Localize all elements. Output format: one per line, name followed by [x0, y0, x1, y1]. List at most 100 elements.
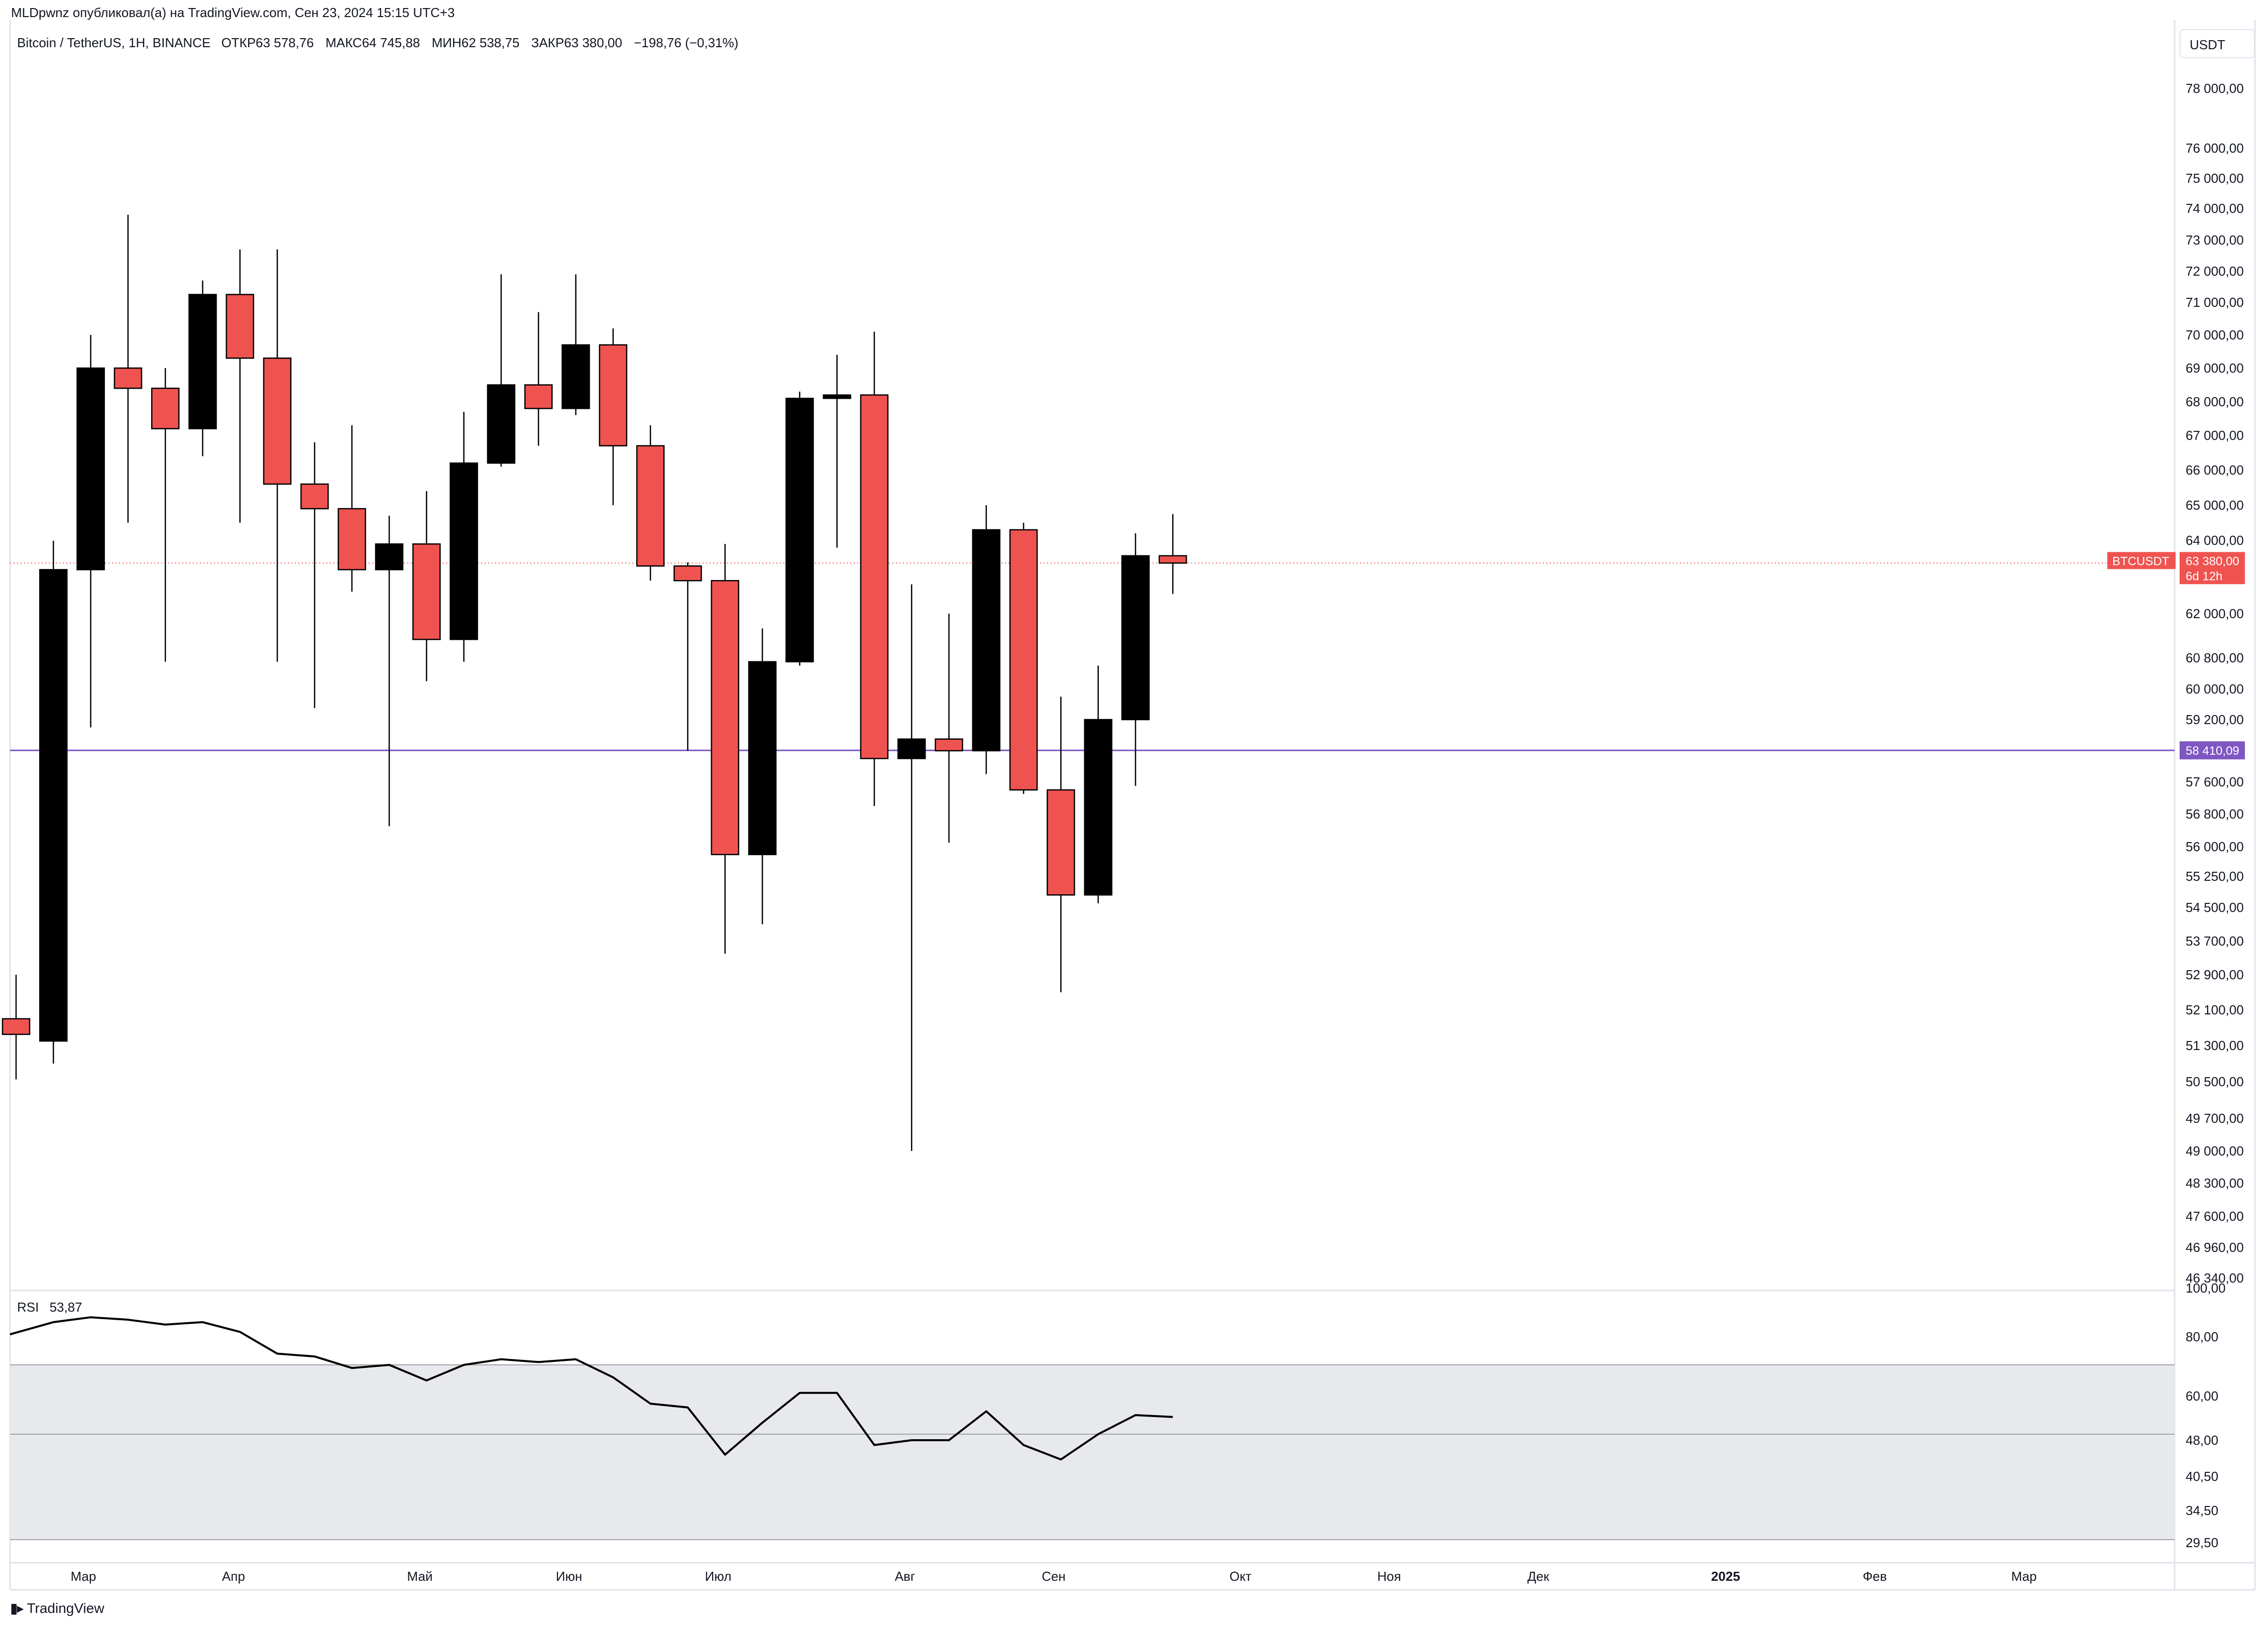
- candles-series[interactable]: [2, 214, 1187, 1151]
- candle: [412, 491, 441, 681]
- rsi-tick-label: 60,00: [2186, 1388, 2218, 1404]
- price-tick-label: 62 000,00: [2186, 606, 2244, 621]
- high-label: МАКС: [325, 35, 362, 50]
- price-tick-label: 47 600,00: [2186, 1209, 2244, 1224]
- price-tick-label: 67 000,00: [2186, 428, 2244, 443]
- low-label: МИН: [431, 35, 462, 50]
- candle-body-down: [524, 384, 553, 409]
- candle-body-down: [1047, 789, 1075, 896]
- candle: [263, 249, 292, 662]
- price-tick-label: 60 000,00: [2186, 681, 2244, 697]
- price-tick-label: 59 200,00: [2186, 712, 2244, 727]
- price-tick-label: 54 500,00: [2186, 900, 2244, 915]
- candle: [673, 562, 702, 751]
- candle-body-up: [1084, 719, 1112, 896]
- price-tick-label: 74 000,00: [2186, 201, 2244, 216]
- candle-body-up: [1121, 555, 1150, 721]
- ticker-tag-label: BTCUSDT: [2112, 554, 2170, 568]
- price-tick-label: 76 000,00: [2186, 141, 2244, 156]
- last-price-tag-bg: [2180, 552, 2245, 585]
- candle-body-up: [561, 344, 590, 409]
- rsi-pane[interactable]: 100,00 80,00 60,00 48,00 40,50 34,50 29,50: [10, 1281, 2226, 1550]
- price-tick-label: 73 000,00: [2186, 233, 2244, 248]
- open-label: ОТКР: [221, 35, 256, 50]
- candle-body-up: [487, 384, 516, 464]
- change-value: −198,76 (−0,31%): [634, 35, 739, 50]
- level-tag-value: 58 410,09: [2186, 744, 2239, 758]
- price-tick-label: 52 100,00: [2186, 1002, 2244, 1017]
- candle: [1009, 523, 1038, 794]
- rsi-line: [10, 1316, 1173, 1461]
- time-tick-label: 2025: [1711, 1569, 1740, 1584]
- currency-button[interactable]: USDT: [2180, 29, 2255, 58]
- candle: [225, 249, 255, 523]
- candle: [375, 516, 404, 827]
- time-tick-label: Авг: [895, 1569, 916, 1584]
- close-value-group: ЗАКР63 380,00: [531, 35, 622, 50]
- candle-body-down: [412, 543, 441, 640]
- candle-body-up: [823, 394, 851, 399]
- rsi-tick-label: 40,50: [2186, 1469, 2218, 1484]
- price-tick-label: 49 000,00: [2186, 1143, 2244, 1158]
- symbol-name[interactable]: Bitcoin / TetherUS, 1Н, BINANCE: [17, 35, 211, 50]
- candle: [114, 214, 143, 523]
- high-value: 64 745,88: [362, 35, 420, 50]
- candle-body-down: [114, 367, 143, 389]
- price-axis[interactable]: 78 000,00 76 000,00 75 000,00 74 000,00 73 0…: [2186, 81, 2244, 1286]
- candle-body-down: [599, 344, 628, 446]
- close-value: 63 380,00: [564, 35, 622, 50]
- time-tick-label: Дек: [1527, 1569, 1549, 1584]
- candle: [748, 628, 777, 924]
- candle-body-down: [2, 1018, 31, 1035]
- rsi-legend[interactable]: RSI 53,87: [17, 1300, 89, 1315]
- candle: [561, 274, 590, 415]
- candle: [935, 614, 963, 843]
- time-tick-label: Июн: [556, 1569, 583, 1584]
- candle: [972, 505, 1001, 774]
- candle: [2, 975, 31, 1080]
- price-tick-label: 71 000,00: [2186, 295, 2244, 310]
- candle-body-down: [337, 508, 366, 570]
- rsi-tick-label: 29,50: [2186, 1535, 2218, 1550]
- candle: [76, 335, 105, 728]
- open-value-group: ОТКР63 578,76: [221, 35, 314, 50]
- time-axis[interactable]: Мар Апр Май Июн Июл Авг Сен Окт Ноя Дек 2025 Фев Мар: [71, 1569, 2037, 1584]
- candle-body-up: [188, 294, 217, 429]
- price-tick-label: 46 340,00: [2186, 1270, 2244, 1286]
- price-tick-label: 50 500,00: [2186, 1074, 2244, 1089]
- candle-body-down: [1009, 529, 1038, 791]
- tradingview-logo[interactable]: ▮▸ TradingView: [10, 1600, 104, 1616]
- candle-body-up: [449, 462, 478, 640]
- time-tick-label: Мар: [2011, 1569, 2037, 1584]
- candle: [1159, 514, 1187, 594]
- candle-body-down: [300, 483, 329, 510]
- candle: [188, 280, 217, 456]
- publication-header: MLDpwnz опубликовал(а) на TradingView.co…: [11, 5, 455, 20]
- candle: [636, 425, 665, 581]
- rsi-tick-label: 100,00: [2186, 1281, 2226, 1296]
- price-tick-label: 72 000,00: [2186, 264, 2244, 279]
- candle: [823, 355, 851, 548]
- rsi-band-fill: [10, 1365, 2175, 1540]
- candle: [785, 391, 814, 666]
- rsi-tick-label: 80,00: [2186, 1329, 2218, 1344]
- price-tick-label: 70 000,00: [2186, 327, 2244, 342]
- candle-body-up: [897, 738, 926, 759]
- low-value: 62 538,75: [461, 35, 520, 50]
- rsi-tick-label: 34,50: [2186, 1503, 2218, 1518]
- ticker-tag-bg: [2107, 552, 2176, 569]
- time-tick-label: Фев: [1863, 1569, 1887, 1584]
- time-tick-label: Май: [407, 1569, 433, 1584]
- candle: [300, 442, 329, 709]
- price-tick-label: 49 700,00: [2186, 1111, 2244, 1126]
- price-tick-label: 48 300,00: [2186, 1176, 2244, 1191]
- price-tick-label: 66 000,00: [2186, 462, 2244, 478]
- candle-body-down: [151, 387, 180, 429]
- price-tick-label: 69 000,00: [2186, 361, 2244, 376]
- price-tick-label: 65 000,00: [2186, 498, 2244, 513]
- price-tick-label: 78 000,00: [2186, 81, 2244, 96]
- price-tick-label: 64 000,00: [2186, 533, 2244, 548]
- candle: [449, 412, 478, 662]
